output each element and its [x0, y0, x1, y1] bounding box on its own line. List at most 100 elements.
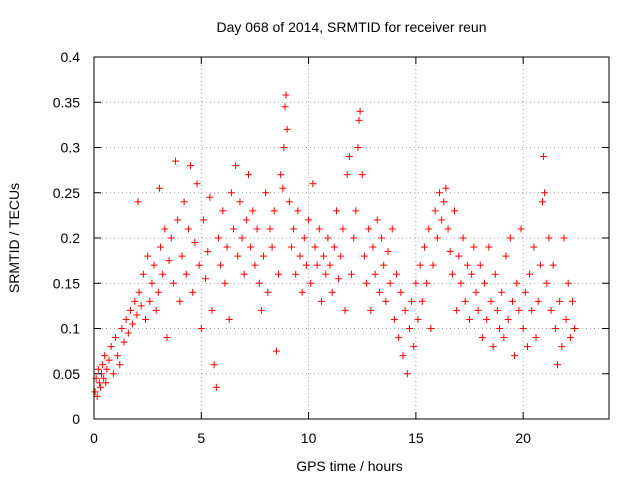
data-point [155, 184, 163, 192]
data-point [431, 207, 439, 215]
data-point [169, 279, 177, 287]
data-point [154, 288, 162, 296]
data-point [249, 207, 257, 215]
data-point [290, 225, 298, 233]
data-point [451, 207, 458, 215]
data-point [420, 243, 428, 251]
data-point [519, 325, 527, 332]
ticks-layer: 0 0.05 0.1 0.15 0.2 0.25 0.3 0.35 0.4 0 5 10 15 20 [53, 49, 609, 446]
x-tick-label: 5 [197, 430, 205, 446]
data-point [487, 297, 495, 305]
data-point [94, 365, 102, 373]
data-point [354, 144, 362, 151]
data-point [427, 325, 435, 332]
data-point [496, 325, 504, 332]
data-point [270, 207, 278, 215]
data-point [93, 392, 101, 400]
data-point [99, 361, 107, 369]
data-point [472, 288, 480, 296]
data-point [551, 325, 559, 332]
data-point [120, 338, 128, 346]
data-point [355, 116, 363, 124]
y-tick-label: 0.25 [53, 185, 80, 201]
data-point [260, 252, 268, 260]
data-point [247, 243, 255, 251]
data-point [172, 157, 180, 165]
data-point [272, 347, 280, 355]
data-point [541, 189, 549, 197]
data-point [114, 352, 122, 360]
data-point [305, 216, 313, 224]
data-point [163, 334, 171, 342]
data-point [309, 180, 317, 188]
data-point [491, 270, 499, 278]
data-point [324, 234, 332, 242]
data-point [571, 325, 579, 332]
data-point [144, 252, 152, 260]
data-point [180, 198, 188, 206]
data-point [365, 225, 373, 233]
data-point [322, 270, 330, 278]
data-point [526, 270, 534, 278]
y-tick-label: 0.15 [53, 275, 80, 291]
data-point [96, 383, 104, 391]
data-point [245, 171, 252, 179]
data-point [493, 306, 501, 314]
data-point [369, 243, 377, 251]
data-point [412, 279, 420, 287]
data-point [280, 144, 288, 151]
data-point [540, 153, 548, 161]
data-point [414, 315, 422, 323]
x-tick-label: 10 [301, 430, 317, 446]
data-point [382, 297, 390, 305]
data-point [229, 225, 237, 233]
data-point [313, 261, 321, 269]
data-point [197, 325, 205, 332]
data-point [566, 334, 574, 342]
data-point [202, 275, 210, 283]
data-point [384, 248, 392, 256]
y-tick-label: 0.2 [61, 230, 81, 246]
x-tick-label: 20 [515, 430, 531, 446]
data-point [330, 243, 338, 251]
data-point [562, 315, 570, 323]
data-point [161, 225, 169, 233]
data-point [470, 243, 478, 251]
data-point [558, 343, 566, 351]
data-point [240, 270, 248, 278]
data-point [358, 171, 366, 179]
data-point [489, 343, 497, 351]
data-point [133, 311, 141, 319]
data-point [508, 297, 516, 305]
data-point [513, 279, 521, 287]
y-tick-label: 0.1 [61, 321, 81, 337]
data-point [268, 243, 276, 251]
data-point [339, 225, 347, 233]
data-point [184, 225, 192, 233]
data-point [227, 189, 235, 197]
data-point [401, 306, 409, 314]
data-point [345, 153, 353, 161]
data-point [292, 270, 300, 278]
data-point [95, 379, 103, 387]
data-point [564, 279, 572, 287]
data-point [135, 288, 143, 296]
data-point [142, 315, 149, 323]
data-point [397, 288, 405, 296]
data-point [332, 207, 340, 215]
data-point [279, 184, 287, 192]
data-point [386, 279, 394, 287]
data-point [360, 252, 368, 260]
data-point [102, 379, 110, 387]
data-point [167, 234, 175, 242]
data-point [435, 189, 443, 197]
data-point [442, 184, 450, 192]
data-point [498, 288, 506, 296]
data-point [253, 225, 261, 233]
data-point [335, 275, 343, 283]
data-point [523, 343, 531, 351]
data-point [474, 306, 482, 314]
data-point [569, 297, 577, 305]
data-point [182, 270, 190, 278]
y-tick-label: 0.05 [53, 366, 80, 382]
